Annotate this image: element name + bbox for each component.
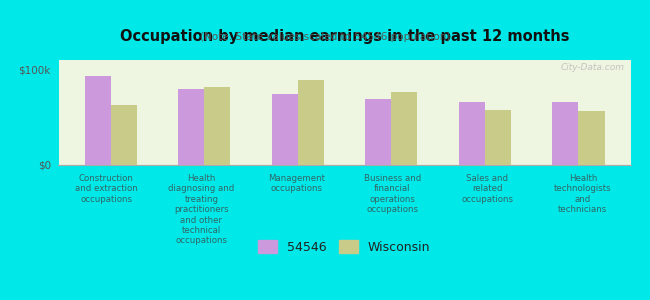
Legend: 54546, Wisconsin: 54546, Wisconsin xyxy=(255,236,434,257)
Bar xyxy=(391,92,417,165)
Bar xyxy=(578,111,604,165)
Bar xyxy=(485,110,511,165)
Bar xyxy=(272,94,298,165)
Text: Construction
and extraction
occupations: Construction and extraction occupations xyxy=(75,174,138,204)
Text: Business and
financial
operations
occupations: Business and financial operations occupa… xyxy=(363,174,421,214)
Text: Sales and
related
occupations: Sales and related occupations xyxy=(462,174,514,204)
Bar xyxy=(298,80,324,165)
Bar xyxy=(84,76,110,165)
Text: (Note: State values scaled to 54546 population): (Note: State values scaled to 54546 popu… xyxy=(200,32,450,43)
Bar xyxy=(178,88,204,165)
Bar xyxy=(552,102,578,165)
Title: Occupation by median earnings in the past 12 months: Occupation by median earnings in the pas… xyxy=(120,28,569,44)
Text: Management
occupations: Management occupations xyxy=(268,174,326,194)
Bar xyxy=(111,105,137,165)
Bar xyxy=(459,102,485,165)
Bar xyxy=(204,87,230,165)
Text: Health
technologists
and
technicians: Health technologists and technicians xyxy=(554,174,612,214)
Bar xyxy=(365,99,391,165)
Text: City-Data.com: City-Data.com xyxy=(561,63,625,72)
Text: Health
diagnosing and
treating
practitioners
and other
technical
occupations: Health diagnosing and treating practitio… xyxy=(168,174,235,245)
